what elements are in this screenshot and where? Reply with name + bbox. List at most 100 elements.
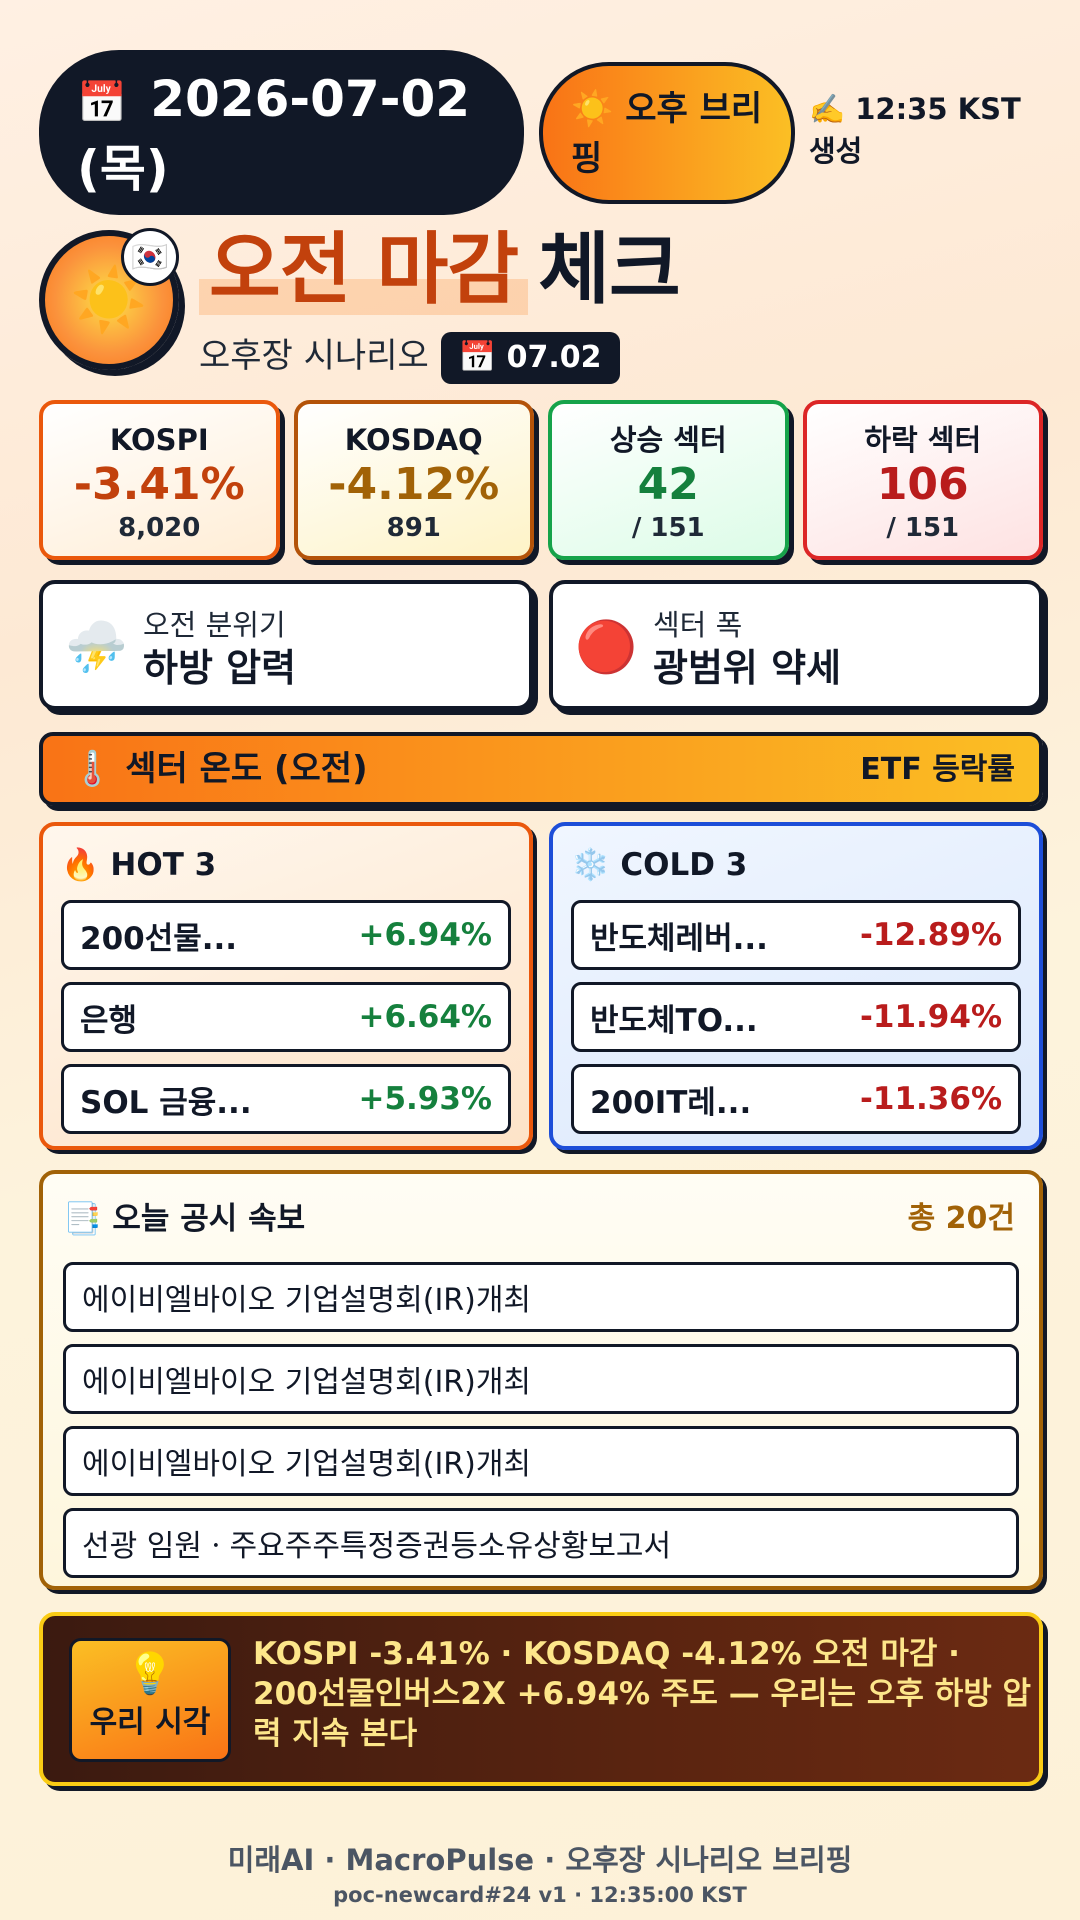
mood-label: 섹터 폭 [653,608,743,642]
lightbulb-icon: 💡 [125,1651,175,1697]
sector-name: SOL 금융... [80,1084,252,1121]
disclosure-section: 📑 오늘 공시 속보 총 20건 에이비엘바이오 기업설명회(IR)개최 에이비… [39,1170,1043,1590]
card-value: -4.12% [328,459,500,510]
disclosure-title-text: 오늘 공시 속보 [112,1201,306,1237]
generated-time: 12:35 KST [855,92,1021,126]
sector-change: +5.93% [358,1081,492,1117]
hot-title: HOT 3 [110,847,217,883]
sector-change: +6.64% [358,999,492,1035]
sector-name: 반도체레버... [590,920,768,957]
kospi-card: KOSPI -3.41% 8,020 [39,400,280,560]
footer-version: poc-newcard#24 v1 · 12:35:00 KST [333,1883,747,1907]
card-value: 42 [637,459,699,510]
sector-change: -12.89% [860,917,1002,953]
thermometer-icon: 🌡️ [71,749,114,789]
briefing-slot-pill: ☀️ 오후 브리핑 [539,62,795,204]
mood-value: 하방 압력 [143,646,297,690]
falling-sector-card: 하락 섹터 106 / 151 [802,400,1043,560]
thunderstorm-icon: ⛈️ [65,618,128,676]
footer: 미래AI · MacroPulse · 오후장 시나리오 브리핑 poc-new… [0,1840,1080,1910]
sector-temperature-bar: 🌡️ 섹터 온도 (오전) ETF 등락률 [39,732,1043,806]
date-chip-text: 07.02 [506,340,602,375]
insight-text: KOSPI -3.41% · KOSDAQ -4.12% 오전 마감 · 200… [253,1636,1032,1752]
sector-change: -11.36% [860,1081,1002,1117]
sector-change: +6.94% [358,917,492,953]
title-accent: 오전 마감 [199,225,529,315]
snowflake-icon: ❄️ [571,847,610,883]
sector-name: 반도체TO... [590,1002,758,1039]
card-sub: / 151 [631,513,705,543]
insight-box: 💡 우리 시각 KOSPI -3.41% · KOSDAQ -4.12% 오전 … [39,1612,1043,1786]
hot-box: 🔥 HOT 3 200선물... +6.94% 은행 +6.64% SOL 금융… [39,822,533,1150]
subtitle-text: 오후장 시나리오 [199,336,429,376]
card-label: 하락 섹터 [864,423,982,457]
card-value: 106 [876,459,969,510]
card-label: KOSPI [109,423,209,457]
writing-hand-icon: ✍️ [809,92,846,126]
title-rest: 체크 [538,225,681,315]
korea-flag-icon: 🇰🇷 [121,228,179,286]
disclosure-item[interactable]: 선광 임원ㆍ주요주주특정증권등소유상황보고서 [63,1508,1019,1578]
hot-item: SOL 금융... +5.93% [61,1064,511,1134]
etf-change-label: ETF 등락률 [860,752,1015,787]
sector-change: -11.94% [860,999,1002,1035]
subtitle: 오후장 시나리오 📅 07.02 [199,330,620,384]
cold-item: 반도체레버... -12.89% [571,900,1021,970]
index-cards: KOSPI -3.41% 8,020 KOSDAQ -4.12% 891 상승 … [39,400,1043,560]
disclosure-count: 총 20건 [907,1201,1015,1236]
card-sub: 8,020 [118,513,201,543]
mood-value: 광범위 약세 [653,646,842,690]
date-chip: 📅 07.02 [440,332,620,384]
card-sub: / 151 [886,513,960,543]
generated-label: 생성 [809,134,863,168]
sun-icon: ☀️ [571,89,614,129]
briefing-card: 📅 2026-07-02 (목) ☀️ 오후 브리핑 ✍️ 12:35 KST … [39,50,1043,1786]
hot-item: 200선물... +6.94% [61,900,511,970]
disclosure-item[interactable]: 에이비엘바이오 기업설명회(IR)개최 [63,1426,1019,1496]
hot-header: 🔥 HOT 3 [61,840,511,890]
disclosure-header: 📑 오늘 공시 속보 총 20건 [63,1188,1019,1250]
weekday-text: (목) [77,140,169,198]
hot-item: 은행 +6.64% [61,982,511,1052]
mood-boxes: ⛈️ 오전 분위기 하방 압력 🔴 섹터 폭 광범위 약세 [39,580,1043,710]
cold-title: COLD 3 [620,847,748,883]
rising-sector-card: 상승 섹터 42 / 151 [548,400,789,560]
disclosure-title: 📑 오늘 공시 속보 [63,1196,305,1242]
card-sub: 891 [386,513,441,543]
card-label: 상승 섹터 [609,423,727,457]
sector-name: 은행 [80,1002,138,1039]
generated-info: ✍️ 12:35 KST 생성 [809,88,1049,172]
insight-badge: 💡 우리 시각 [69,1638,231,1762]
sector-name: 200선물... [80,920,238,957]
title-row: ☀️ 🇰🇷 오전 마감 체크 오후장 시나리오 📅 07.02 [39,225,1043,384]
mood-label: 오전 분위기 [143,608,286,642]
footer-brand: 미래AI · MacroPulse · 오후장 시나리오 브리핑 [227,1843,853,1877]
page-title: 오전 마감 체크 [199,220,681,320]
sector-temperature-title: 🌡️ 섹터 온도 (오전) [71,744,368,794]
insight-label: 우리 시각 [89,1705,211,1740]
cold-header: ❄️ COLD 3 [571,840,1021,890]
card-value: -3.41% [73,459,245,510]
cold-box: ❄️ COLD 3 반도체레버... -12.89% 반도체TO... -11.… [549,822,1043,1150]
kosdaq-card: KOSDAQ -4.12% 891 [293,400,534,560]
document-icon: 📑 [63,1201,102,1237]
date-text: 2026-07-02 [150,70,471,128]
hot-cold-section: 🔥 HOT 3 200선물... +6.94% 은행 +6.64% SOL 금융… [39,822,1043,1150]
sector-breadth-box: 🔴 섹터 폭 광범위 약세 [549,580,1043,710]
card-label: KOSDAQ [344,423,483,457]
disclosure-item[interactable]: 에이비엘바이오 기업설명회(IR)개최 [63,1344,1019,1414]
header: 📅 2026-07-02 (목) ☀️ 오후 브리핑 ✍️ 12:35 KST … [39,50,1043,215]
disclosure-item[interactable]: 에이비엘바이오 기업설명회(IR)개최 [63,1262,1019,1332]
calendar-icon: 📅 [458,340,497,375]
sector-temperature-label: 섹터 온도 (오전) [125,749,368,789]
cold-item: 반도체TO... -11.94% [571,982,1021,1052]
briefing-slot-label: 오후 브리핑 [571,89,763,179]
flag-glyph: 🇰🇷 [131,239,169,275]
cold-item: 200IT레... -11.36% [571,1064,1021,1134]
sector-name: 200IT레... [590,1084,752,1121]
morning-mood-box: ⛈️ 오전 분위기 하방 압력 [39,580,533,710]
date-pill: 📅 2026-07-02 (목) [39,50,524,215]
red-circle-icon: 🔴 [575,618,638,676]
fire-icon: 🔥 [61,847,100,883]
calendar-icon: 📅 [77,80,127,126]
